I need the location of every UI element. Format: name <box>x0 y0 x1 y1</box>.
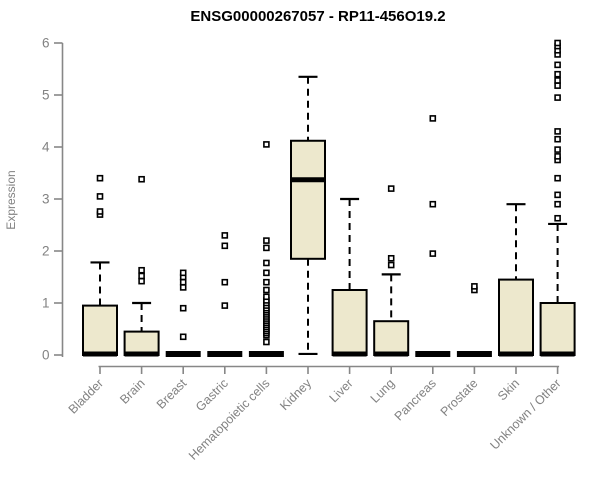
y-tick-label: 3 <box>42 192 50 207</box>
outlier-point <box>429 115 437 122</box>
box-group-pancreas <box>415 115 451 357</box>
outlier-point <box>471 283 478 290</box>
outlier-point <box>96 208 104 215</box>
outlier-point <box>221 302 229 309</box>
x-tick-label: Brain <box>117 376 148 407</box>
outlier-point <box>221 232 229 239</box>
box-rect <box>498 278 534 357</box>
box-group-brain <box>123 175 160 357</box>
box-group-hematopoietic-cells <box>248 141 284 357</box>
x-tick-label: Gastric <box>193 376 231 414</box>
outlier-point <box>554 214 561 222</box>
x-tick-label: Kidney <box>277 376 314 413</box>
outlier-point <box>554 70 561 78</box>
outlier-point <box>429 200 437 208</box>
outlier-point <box>554 153 561 160</box>
box-rect <box>331 289 368 356</box>
outlier-point <box>138 266 145 274</box>
outlier-point <box>263 141 270 148</box>
x-tick-label: Liver <box>327 376 356 405</box>
outlier-point <box>138 272 145 280</box>
outlier-point <box>554 174 561 182</box>
box-group-breast <box>165 269 201 357</box>
outlier-point <box>387 254 395 262</box>
boxes-layer <box>82 39 576 357</box>
y-tick-label: 6 <box>42 36 50 51</box>
chart-title: ENSG00000267057 - RP11-456O19.2 <box>190 8 445 25</box>
y-tick-label: 0 <box>42 348 50 363</box>
outlier-point <box>554 191 561 199</box>
box-rect <box>290 139 326 260</box>
outlier-point <box>387 261 395 269</box>
outlier-point <box>554 82 561 89</box>
outlier-point <box>263 293 270 301</box>
y-tick-label: 1 <box>42 296 50 311</box>
outlier-point <box>221 242 229 250</box>
box-group-unknown-other <box>539 39 576 357</box>
outlier-point <box>554 128 561 135</box>
x-tick-label: Breast <box>154 376 190 412</box>
outlier-point <box>179 333 187 341</box>
outlier-point <box>263 259 270 267</box>
outlier-point <box>554 39 561 47</box>
box-group-skin <box>498 203 534 357</box>
outlier-point <box>179 278 187 286</box>
outlier-point <box>554 146 561 153</box>
x-tick-label: Lung <box>368 376 398 406</box>
outlier-point <box>554 77 561 84</box>
x-tick-label: Skin <box>495 376 522 403</box>
outlier-point <box>554 135 561 143</box>
outlier-point <box>263 286 270 294</box>
outlier-point <box>554 200 561 208</box>
box-group-kidney <box>290 75 326 356</box>
y-tick-label: 5 <box>42 88 50 103</box>
y-tick-label: 4 <box>42 140 50 155</box>
outlier-point <box>263 278 270 286</box>
outlier-point <box>263 244 270 252</box>
box-group-prostate <box>456 283 492 357</box>
outlier-point <box>179 284 187 291</box>
x-tick-label: Pancreas <box>392 376 439 423</box>
outlier-point <box>387 185 395 192</box>
outlier-point <box>221 278 229 286</box>
outlier-point <box>263 338 270 346</box>
y-axis-title: Expression <box>4 170 18 229</box>
outlier-point <box>138 175 145 183</box>
y-tick-label: 2 <box>42 244 50 259</box>
box-rect <box>82 304 118 357</box>
x-tick-label: Bladder <box>66 376 106 416</box>
box-rect <box>539 302 576 356</box>
outlier-point <box>429 250 437 257</box>
outlier-point <box>179 304 187 312</box>
box-group-liver <box>331 197 368 357</box>
outlier-point <box>263 269 270 277</box>
outlier-point <box>554 94 561 101</box>
x-tick-label: Prostate <box>438 376 481 419</box>
outlier-point <box>263 237 270 244</box>
x-tick-label: Unknown / Other <box>487 376 563 452</box>
box-group-lung <box>373 185 410 357</box>
outlier-point <box>179 269 187 277</box>
box-group-bladder <box>82 174 118 357</box>
box-rect <box>373 320 410 357</box>
box-group-gastric <box>207 232 243 357</box>
outlier-point <box>96 174 104 182</box>
outlier-point <box>96 193 104 200</box>
x-tick-label: Hematopoietic cells <box>186 376 273 463</box>
outlier-point <box>554 61 561 69</box>
outlier-point <box>138 277 145 285</box>
